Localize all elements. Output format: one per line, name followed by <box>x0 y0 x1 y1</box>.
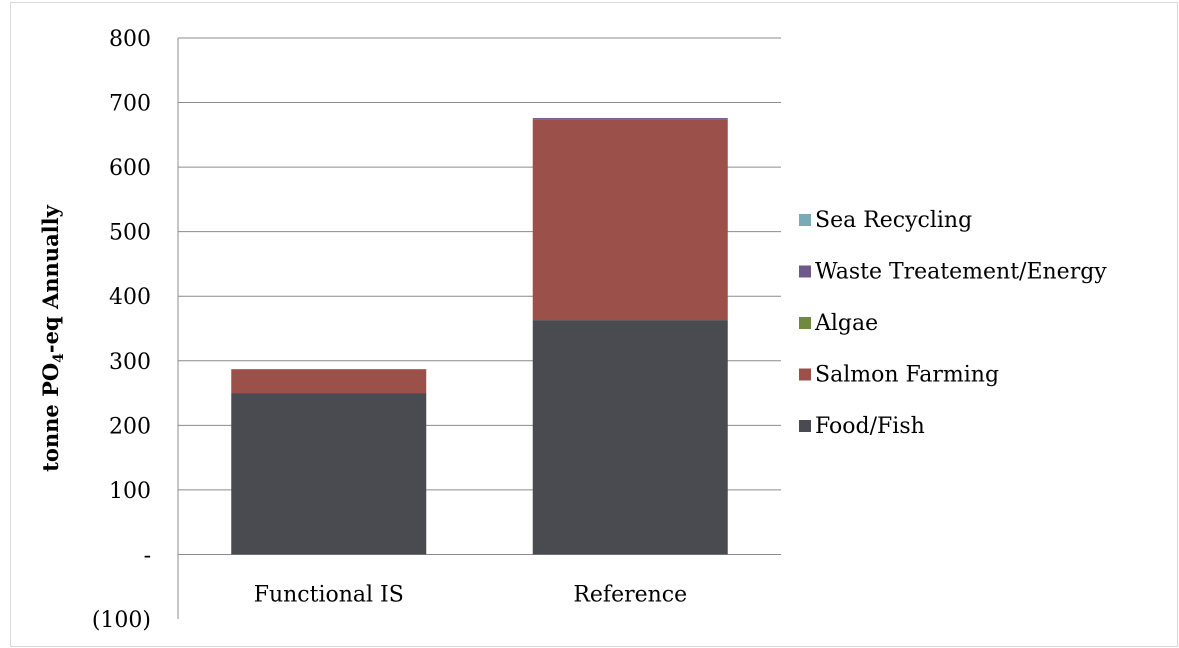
legend-swatch <box>799 317 811 329</box>
legend-swatch <box>799 265 811 278</box>
y-axis-title-subscript: 4 <box>51 353 67 363</box>
bar-segment-1-1 <box>532 119 728 321</box>
legend-label: Sea Recycling <box>815 208 972 233</box>
y-axis-title-suffix: -eq Annually <box>38 204 63 353</box>
legend-swatch <box>799 420 811 432</box>
y-axis-title-prefix: tonne PO <box>38 363 63 472</box>
y-tick-label: 200 <box>109 414 151 439</box>
legend-label: Waste Treatement/Energy <box>815 260 1107 285</box>
legend-label: Food/Fish <box>815 414 925 439</box>
category-label: Functional IS <box>254 582 404 607</box>
bar-segment-3-1 <box>532 118 728 120</box>
legend-swatch <box>799 368 811 381</box>
bar-segment-0-0 <box>231 393 427 555</box>
legend-swatch <box>799 214 811 226</box>
y-tick-label: 300 <box>109 350 151 375</box>
legend-label: Salmon Farming <box>815 363 999 388</box>
y-tick-label: 700 <box>109 92 151 117</box>
y-tick-label: 600 <box>109 156 151 181</box>
y-axis-title: tonne PO4-eq Annually <box>38 204 67 471</box>
y-tick-label: 100 <box>109 479 151 504</box>
y-tick-label: - <box>144 543 151 568</box>
y-tick-label: (100) <box>92 608 151 633</box>
legend-label: Algae <box>814 311 878 336</box>
bar-segment-1-0 <box>231 369 427 394</box>
y-tick-label: 400 <box>109 285 151 310</box>
category-label: Reference <box>573 582 687 607</box>
y-tick-label: 500 <box>109 221 151 246</box>
chart-frame: (100) - 100 200 300 400 500 600 700 800 Functional… <box>10 2 1178 647</box>
y-tick-label: 800 <box>109 27 151 52</box>
stacked-bar-chart: (100) - 100 200 300 400 500 600 700 800 Functional… <box>38 27 1107 633</box>
bar-segment-0-1 <box>532 320 728 555</box>
